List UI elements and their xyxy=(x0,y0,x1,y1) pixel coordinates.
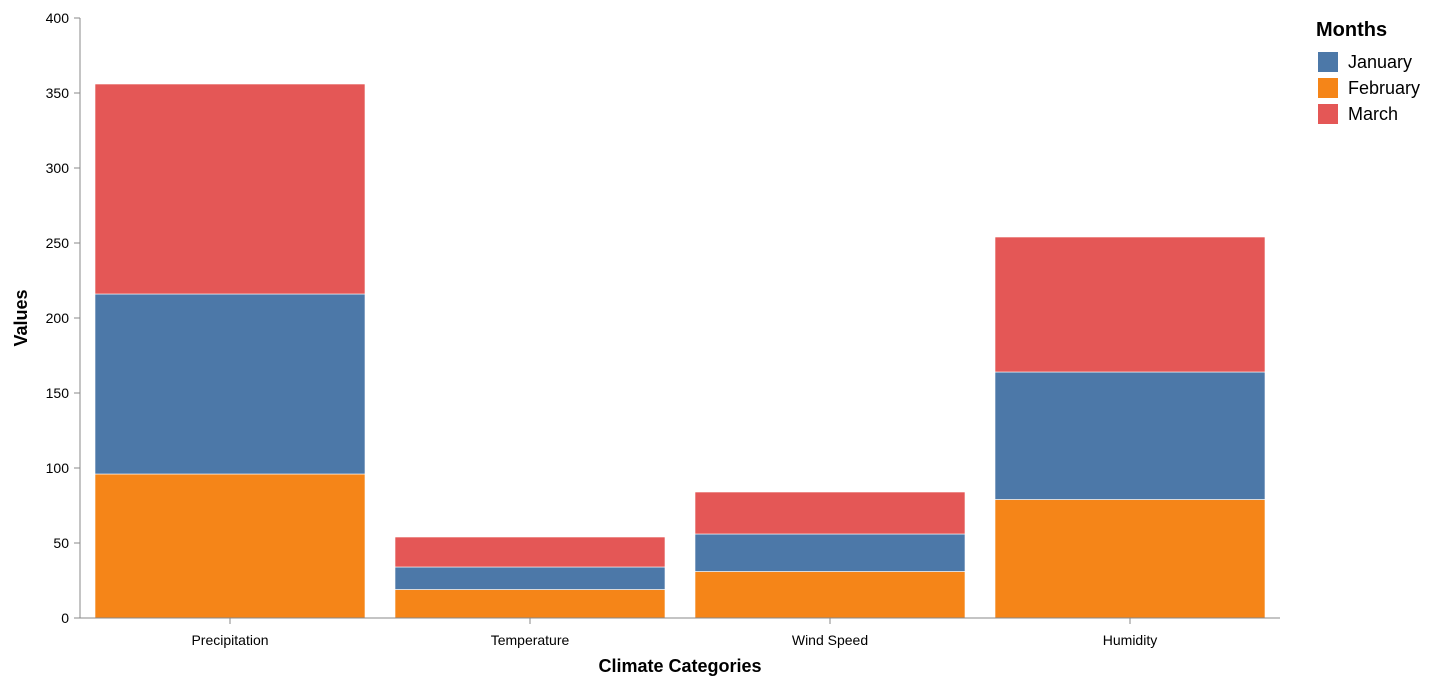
bar-precipitation-march xyxy=(94,83,366,295)
x-axis-title: Climate Categories xyxy=(598,656,761,676)
x-tick-label-temperature: Temperature xyxy=(491,632,570,648)
legend-title: Months xyxy=(1316,19,1387,41)
legend-label-january: January xyxy=(1348,52,1412,72)
bar-precipitation-february xyxy=(94,473,366,619)
legend-label-march: March xyxy=(1348,104,1398,124)
y-tick-label: 350 xyxy=(46,85,70,101)
legend-swatch-february xyxy=(1318,78,1338,98)
y-tick-label: 150 xyxy=(46,385,70,401)
x-tick-label-wind-speed: Wind Speed xyxy=(792,632,868,648)
legend: Months January February March xyxy=(1316,19,1420,124)
bar-wind-speed-february xyxy=(694,571,966,619)
legend-label-february: February xyxy=(1348,78,1420,98)
legend-swatch-january xyxy=(1318,52,1338,72)
y-tick-label: 50 xyxy=(53,535,69,551)
y-tick-label: 250 xyxy=(46,235,70,251)
y-axis: 0 50 100 150 200 250 300 350 400 xyxy=(46,10,81,626)
bar-wind-speed-january xyxy=(694,533,966,572)
y-tick-label: 200 xyxy=(46,310,70,326)
x-tick-label-precipitation: Precipitation xyxy=(191,632,268,648)
bar-temperature-january xyxy=(394,566,666,590)
bar-temperature-february xyxy=(394,589,666,619)
y-axis-title: Values xyxy=(11,289,31,346)
y-tick-label: 100 xyxy=(46,460,70,476)
bar-humidity-february xyxy=(994,499,1266,619)
y-tick-label: 400 xyxy=(46,10,70,26)
y-tick-label: 0 xyxy=(61,610,69,626)
legend-swatch-march xyxy=(1318,104,1338,124)
bar-humidity-march xyxy=(994,236,1266,373)
y-tick-label: 300 xyxy=(46,160,70,176)
bars-layer xyxy=(94,83,1266,619)
bar-precipitation-january xyxy=(94,293,366,475)
bar-wind-speed-march xyxy=(694,491,966,535)
bar-temperature-march xyxy=(394,536,666,568)
x-tick-label-humidity: Humidity xyxy=(1103,632,1157,648)
bar-humidity-january xyxy=(994,371,1266,500)
x-axis: Precipitation Temperature Wind Speed Humidi… xyxy=(80,617,1280,648)
